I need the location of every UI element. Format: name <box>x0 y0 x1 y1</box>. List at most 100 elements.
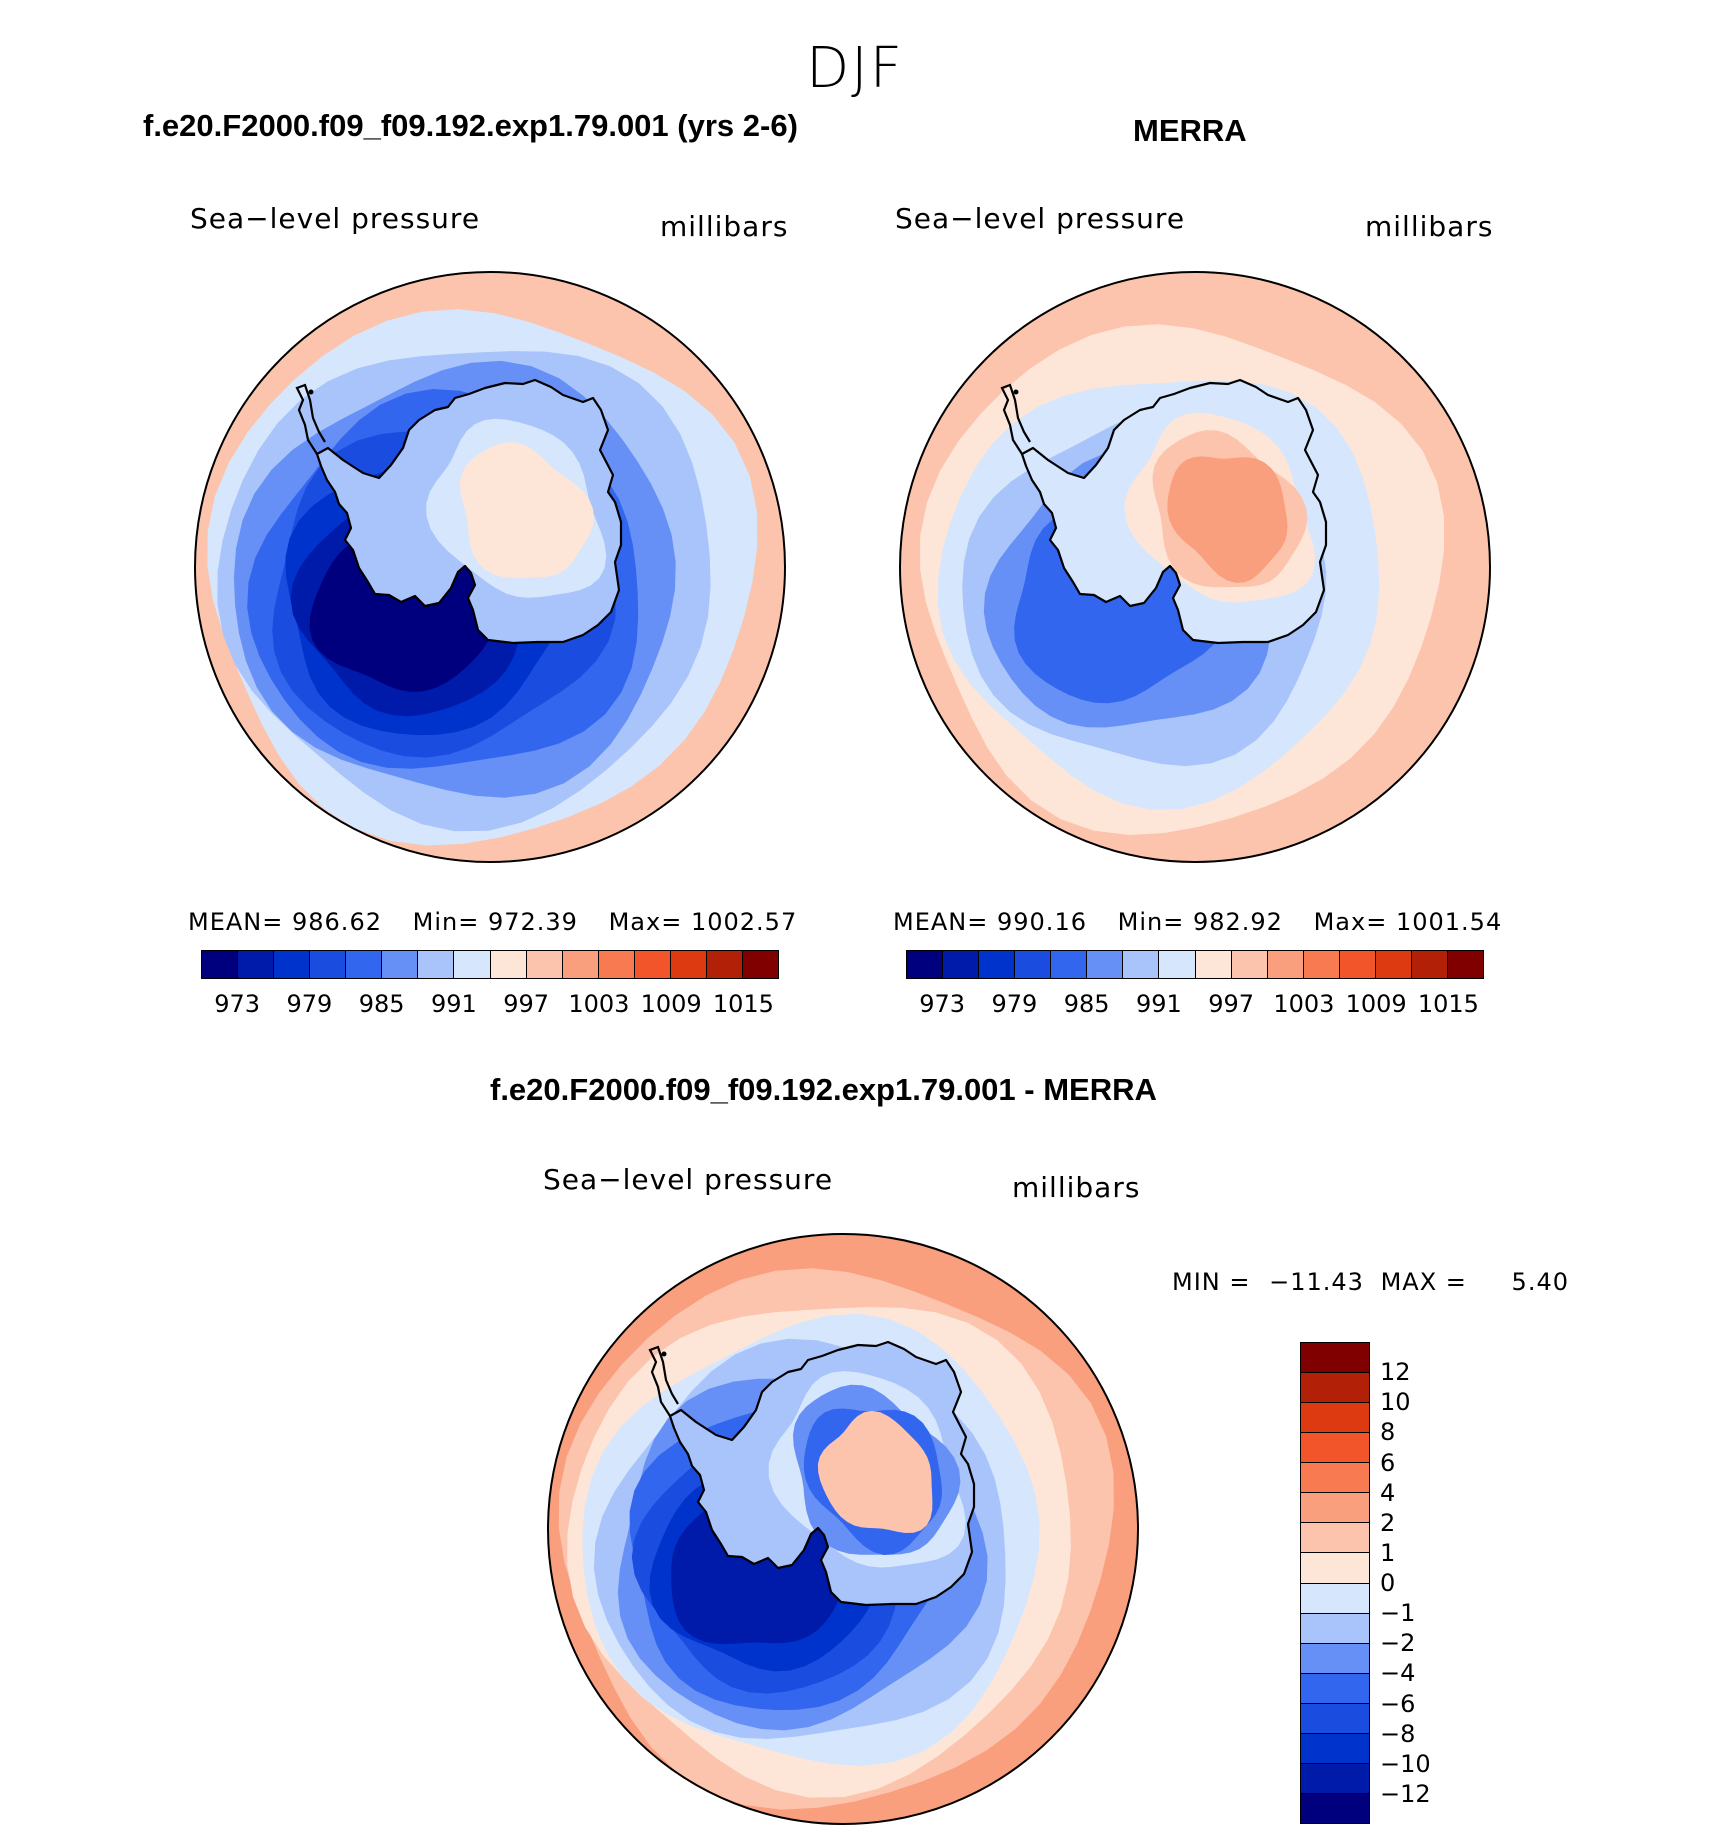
peninsula-coastline <box>1000 383 1031 455</box>
diff-min-value: −11.43 <box>1269 1268 1364 1296</box>
colorbar-tick-label: 991 <box>1135 990 1182 1018</box>
model-colorbar-ticks: 973 979 985 991 997 1003 1009 1015 <box>201 990 779 1020</box>
colorbar-tick-label: 1015 <box>1417 990 1479 1018</box>
colorbar-swatch <box>1267 951 1304 978</box>
colorbar-swatch <box>1301 1553 1369 1584</box>
colorbar-swatch <box>1195 951 1232 978</box>
colorbar-swatch <box>562 951 599 978</box>
colorbar-tick-label: −8 <box>1380 1719 1416 1748</box>
colorbar-tick-label: −6 <box>1380 1689 1416 1718</box>
map-border <box>547 1233 1139 1825</box>
colorbar-tick-label: 1009 <box>640 990 702 1018</box>
colorbar-tick-label: −4 <box>1380 1659 1416 1688</box>
diff-polar-map <box>547 1233 1139 1825</box>
colorbar-swatch <box>742 951 778 978</box>
contour-band <box>817 1410 933 1533</box>
colorbar-swatch <box>1411 951 1448 978</box>
colorbar-tick-label: 985 <box>358 990 405 1018</box>
merra-units-label: millibars <box>1365 210 1494 243</box>
map-border <box>899 271 1491 863</box>
colorbar-swatch <box>238 951 275 978</box>
colorbar-swatch <box>526 951 563 978</box>
merra-colorbar <box>906 950 1484 979</box>
colorbar-tick-label: 1003 <box>1273 990 1335 1018</box>
diff-stats: MIN = −11.43 MAX = 5.40 <box>1172 1268 1569 1296</box>
colorbar-tick-label: 8 <box>1380 1418 1396 1447</box>
colorbar-swatch <box>1301 1673 1369 1704</box>
diff-max-value: 5.40 <box>1511 1268 1569 1296</box>
colorbar-tick-label: −1 <box>1380 1599 1416 1628</box>
colorbar-swatch <box>1301 1343 1369 1374</box>
diff-min-label: MIN = <box>1172 1268 1251 1296</box>
model-stats: MEAN= 986.62 Min= 972.39 Max= 1002.57 <box>188 908 797 936</box>
colorbar-tick-label: 997 <box>1208 990 1255 1018</box>
diff-colorbar <box>1300 1342 1370 1824</box>
model-min-value: 972.39 <box>487 908 578 936</box>
island-mark <box>308 389 314 395</box>
colorbar-tick-label: 0 <box>1380 1569 1396 1597</box>
map-border <box>194 271 786 863</box>
colorbar-swatch <box>1447 951 1483 978</box>
colorbar-tick-label: 1009 <box>1345 990 1407 1018</box>
model-variable-label: Sea−level pressure <box>190 202 481 235</box>
colorbar-swatch <box>1087 951 1124 978</box>
colorbar-swatch <box>1123 951 1160 978</box>
colorbar-tick-label: −12 <box>1380 1779 1431 1808</box>
season-title: DJF <box>806 36 904 101</box>
diff-colorbar-ticks: 12 10 8 6 4 2 1 0 −1 −2 −4 −6 −8 −10 −12 <box>1380 1342 1460 1824</box>
model-min-label: Min= <box>412 908 480 936</box>
merra-mean-label: MEAN= <box>893 908 989 936</box>
diff-units-label: millibars <box>1012 1171 1141 1204</box>
colorbar-tick-label: 979 <box>286 990 333 1018</box>
colorbar-swatch <box>1159 951 1196 978</box>
colorbar-tick-label: 997 <box>503 990 550 1018</box>
model-max-label: Max= <box>608 908 683 936</box>
island-mark <box>1013 389 1019 395</box>
contour-band <box>459 442 594 578</box>
colorbar-swatch <box>634 951 671 978</box>
colorbar-tick-label: −2 <box>1380 1629 1416 1658</box>
antarctica-coastline <box>668 1340 976 1607</box>
merra-max-value: 1001.54 <box>1395 908 1503 936</box>
model-colorbar <box>201 950 779 979</box>
peninsula-coastline <box>295 383 326 455</box>
colorbar-tick-label: 1 <box>1380 1538 1396 1567</box>
diff-panel-title: f.e20.F2000.f09_f09.192.exp1.79.001 - ME… <box>490 1072 1157 1107</box>
pressure-field <box>195 272 785 862</box>
colorbar-swatch <box>1301 1733 1369 1764</box>
model-max-value: 1002.57 <box>690 908 798 936</box>
merra-panel-title: MERRA <box>1133 113 1247 148</box>
colorbar-swatch <box>1015 951 1052 978</box>
colorbar-swatch <box>1301 1433 1369 1464</box>
diff-max-label: MAX = <box>1380 1268 1467 1296</box>
colorbar-swatch <box>202 951 239 978</box>
colorbar-swatch <box>382 951 419 978</box>
colorbar-swatch <box>1301 1403 1369 1434</box>
colorbar-swatch <box>1301 1763 1369 1794</box>
colorbar-swatch <box>943 951 980 978</box>
colorbar-swatch <box>907 951 944 978</box>
antarctica-coastline <box>1020 378 1328 645</box>
colorbar-swatch <box>1301 1703 1369 1734</box>
merra-polar-map <box>899 271 1491 863</box>
antarctica-coastline <box>315 378 623 645</box>
pressure-field <box>900 272 1490 862</box>
colorbar-swatch <box>418 951 455 978</box>
model-mean-label: MEAN= <box>188 908 284 936</box>
colorbar-tick-label: 12 <box>1380 1358 1411 1387</box>
colorbar-swatch <box>1051 951 1088 978</box>
colorbar-swatch <box>1303 951 1340 978</box>
colorbar-tick-label: 1015 <box>712 990 774 1018</box>
peninsula-coastline <box>648 1345 679 1417</box>
pressure-field <box>548 1234 1138 1824</box>
colorbar-swatch <box>1301 1373 1369 1404</box>
colorbar-swatch <box>1231 951 1268 978</box>
colorbar-tick-label: −10 <box>1380 1749 1431 1778</box>
colorbar-swatch <box>1339 951 1376 978</box>
contour-band <box>1167 456 1288 583</box>
colorbar-tick-label: 973 <box>919 990 966 1018</box>
colorbar-swatch <box>1301 1583 1369 1614</box>
merra-stats: MEAN= 990.16 Min= 982.92 Max= 1001.54 <box>893 908 1502 936</box>
colorbar-tick-label: 10 <box>1380 1388 1411 1417</box>
colorbar-swatch <box>1301 1523 1369 1554</box>
